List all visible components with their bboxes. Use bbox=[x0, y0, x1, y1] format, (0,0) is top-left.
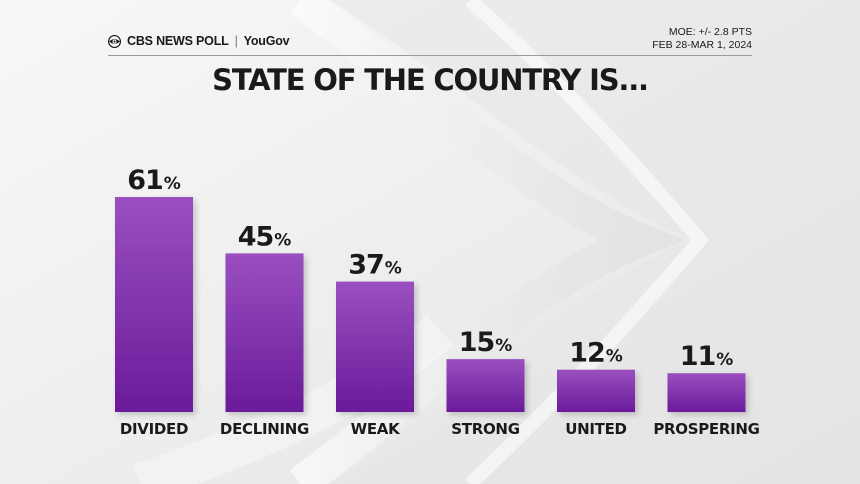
value-label-declining: 45% bbox=[238, 221, 292, 252]
value-label-united: 12% bbox=[569, 338, 623, 369]
bar-declining bbox=[225, 253, 304, 412]
value-label-strong: 15% bbox=[459, 327, 513, 358]
margin-of-error: MOE: +/- 2.8 PTS bbox=[668, 26, 752, 38]
partner-name: YouGov bbox=[243, 34, 290, 48]
value-label-weak: 37% bbox=[348, 250, 402, 281]
poll-meta: MOE: +/- 2.8 PTS FEB 28-MAR 1, 2024 bbox=[652, 26, 752, 52]
poll-dates: FEB 28-MAR 1, 2024 bbox=[652, 39, 752, 51]
brand-name: CBS NEWS POLL bbox=[127, 34, 229, 48]
brand-separator: | bbox=[234, 34, 238, 48]
value-label-divided: 61% bbox=[127, 165, 181, 196]
bar-weak bbox=[336, 281, 414, 412]
bar-strong bbox=[446, 359, 525, 412]
header-divider bbox=[108, 55, 752, 56]
category-label-divided: DIVIDED bbox=[120, 420, 188, 438]
bar-divided bbox=[115, 197, 193, 412]
poll-branding: CBS NEWS POLL | YouGov bbox=[108, 34, 290, 48]
category-label-declining: DECLINING bbox=[220, 420, 309, 438]
category-label-strong: STRONG bbox=[451, 420, 519, 438]
category-label-weak: WEAK bbox=[351, 420, 402, 438]
value-label-prospering: 11% bbox=[680, 341, 734, 372]
category-label-prospering: PROSPERING bbox=[653, 420, 759, 438]
chart-title: STATE OF THE COUNTRY IS... bbox=[212, 63, 649, 97]
cbs-eye-icon bbox=[108, 34, 121, 48]
category-label-united: UNITED bbox=[565, 420, 626, 438]
bar-prospering bbox=[667, 373, 746, 412]
bar-united bbox=[557, 369, 635, 412]
